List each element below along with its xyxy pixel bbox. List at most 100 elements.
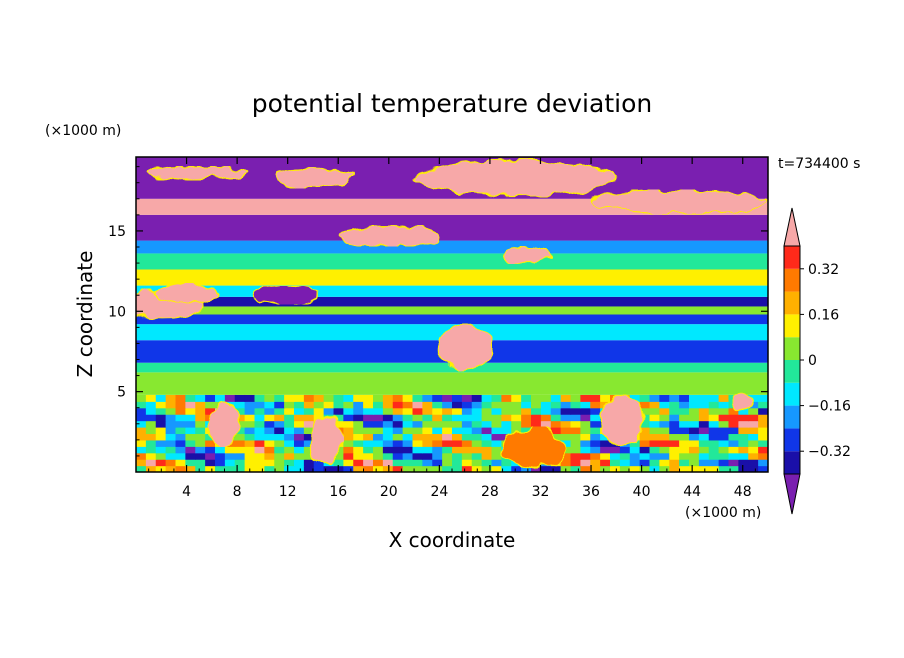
field-cell (343, 433, 354, 441)
field-cell (689, 407, 700, 415)
field-cell (728, 446, 739, 454)
field-cell (461, 459, 473, 467)
field-cell (165, 407, 177, 415)
field-cell (560, 427, 572, 435)
field-cell (373, 427, 384, 435)
field-cell (659, 452, 670, 460)
field-cell (708, 459, 720, 467)
field-cell (649, 401, 660, 409)
field-cell (708, 407, 720, 415)
field-cell (392, 394, 404, 402)
field-cell (560, 459, 572, 467)
field-cell (679, 414, 690, 422)
field-cell (343, 459, 354, 467)
field-cell (698, 420, 710, 428)
field-cell (748, 459, 759, 467)
field-cell (294, 420, 305, 428)
field-cell (580, 401, 591, 409)
x-axis-label: X coordinate (389, 528, 516, 552)
field-cell (679, 459, 690, 467)
field-cell (590, 414, 601, 422)
field-cell (560, 394, 572, 402)
colorbar-bin (784, 314, 800, 338)
field-cell (659, 433, 670, 441)
field-cell (343, 427, 354, 435)
field-cell (343, 394, 354, 402)
field-cell (392, 459, 404, 467)
field-cell (254, 452, 265, 460)
field-cell (540, 465, 552, 472)
field-cell (274, 420, 285, 428)
field-cell (471, 407, 483, 415)
field-cell (511, 465, 522, 472)
field-cell (471, 459, 483, 467)
field-cell (728, 452, 739, 460)
field-cell (758, 427, 768, 435)
field-cell (294, 459, 305, 467)
field-cell (452, 401, 463, 409)
field-cell (639, 433, 651, 441)
field-cell (382, 414, 394, 422)
field-cell (373, 452, 384, 460)
field-cell (353, 401, 364, 409)
field-cell (560, 407, 572, 415)
field-cell (432, 452, 443, 460)
field-cell (224, 394, 236, 402)
field-cell (590, 465, 601, 472)
field-cell (580, 459, 591, 467)
field-cell (343, 446, 354, 454)
y-tick-label: 5 (117, 385, 126, 401)
field-cell (758, 452, 768, 460)
field-cell (254, 420, 265, 428)
field-blob (255, 286, 320, 304)
field-cell (234, 401, 246, 409)
field-cell (669, 433, 680, 441)
field-cell (432, 465, 443, 472)
field-cell (284, 465, 295, 472)
field-cell (708, 433, 720, 441)
field-cell (748, 446, 759, 454)
field-cell (363, 446, 374, 454)
field-cell (136, 407, 147, 415)
field-cell (363, 401, 374, 409)
field-cell (195, 465, 206, 472)
field-cell (284, 427, 295, 435)
field-cell (540, 420, 552, 428)
field-cell (136, 414, 147, 422)
field-cell (570, 433, 581, 441)
field-cell (353, 427, 364, 435)
field-cell (155, 446, 167, 454)
field-cell (244, 394, 256, 402)
field-band (136, 362, 768, 373)
field-cell (185, 407, 196, 415)
field-cell (363, 459, 374, 467)
field-cell (728, 414, 739, 422)
field-cell (491, 420, 502, 428)
field-cell (491, 433, 502, 441)
field-cell (748, 452, 759, 460)
field-cell (659, 401, 670, 409)
field-cell (590, 433, 601, 441)
field-cell (452, 465, 463, 472)
x-tick-label: 4 (182, 484, 191, 500)
field-cell (600, 439, 611, 447)
field-cell (392, 452, 404, 460)
field-cell (136, 465, 147, 472)
field-cell (639, 439, 651, 447)
field-cell (580, 427, 591, 435)
field-cell (452, 414, 463, 422)
field-cell (679, 407, 690, 415)
field-cell (580, 394, 591, 402)
field-cell (689, 439, 700, 447)
field-cell (382, 446, 394, 454)
field-cell (323, 465, 335, 472)
field-cell (452, 459, 463, 467)
field-cell (728, 433, 739, 441)
field-cell (728, 439, 739, 447)
field-cell (254, 394, 265, 402)
field-cell (461, 420, 473, 428)
field-cell (639, 401, 651, 409)
field-band (136, 296, 768, 307)
field-cell (610, 452, 621, 460)
colorbar-bin (784, 291, 800, 315)
